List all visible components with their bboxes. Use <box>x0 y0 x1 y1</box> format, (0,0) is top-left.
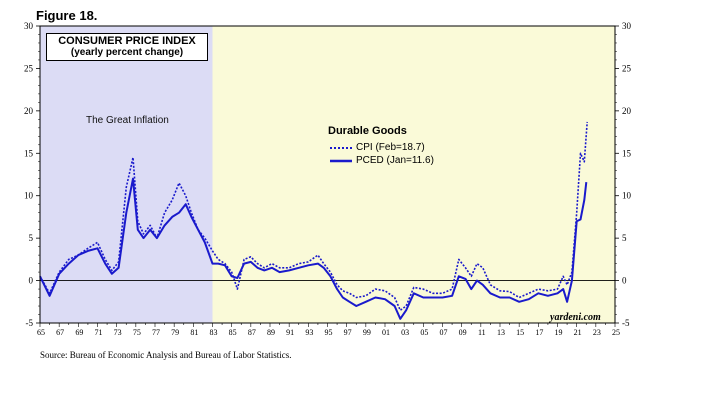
y-tick-label-left: 20 <box>24 106 34 116</box>
x-tick-label: 17 <box>535 328 543 337</box>
x-tick-label: 13 <box>497 328 505 337</box>
x-tick-label: 81 <box>190 328 198 337</box>
figure-label: Figure 18. <box>36 8 98 23</box>
y-tick-label-right: 20 <box>622 106 632 116</box>
chart-subtitle: (yearly percent change) <box>70 47 184 58</box>
y-tick-label-left: 25 <box>24 63 34 73</box>
y-tick-label-left: 15 <box>24 148 34 158</box>
chart-title-box: CONSUMER PRICE INDEX (yearly percent cha… <box>46 33 208 61</box>
x-tick-label: 79 <box>171 328 179 337</box>
x-tick-label: 69 <box>75 328 83 337</box>
legend-item-pced: PCED (Jan=11.6) <box>330 155 434 166</box>
x-tick-label: 25 <box>612 328 620 337</box>
x-tick-label: 83 <box>210 328 218 337</box>
x-tick-label: 19 <box>555 328 563 337</box>
x-tick-label: 91 <box>286 328 294 337</box>
legend-swatch-cpi <box>330 146 352 149</box>
legend-title: Durable Goods <box>328 125 407 137</box>
x-tick-label: 09 <box>459 328 467 337</box>
legend-item-cpi: CPI (Feb=18.7) <box>330 142 425 153</box>
x-tick-label: 11 <box>478 328 486 337</box>
x-tick-label: 87 <box>248 328 256 337</box>
x-tick-label: 05 <box>420 328 428 337</box>
credit-label: yardeni.com <box>550 312 601 323</box>
x-tick-label: 15 <box>516 328 524 337</box>
shaded-region-1 <box>212 26 615 323</box>
shaded-region-0 <box>40 26 213 323</box>
source-note: Source: Bureau of Economic Analysis and … <box>40 350 292 360</box>
y-tick-label-left: -5 <box>26 318 34 328</box>
chart-series <box>39 121 588 320</box>
x-tick-label: 03 <box>401 328 409 337</box>
x-tick-label: 71 <box>95 328 103 337</box>
y-tick-label-left: 10 <box>24 191 34 201</box>
chart-title: CONSUMER PRICE INDEX <box>58 35 196 47</box>
y-tick-label-right: -5 <box>622 318 630 328</box>
y-tick-label-right: 30 <box>622 21 632 31</box>
x-tick-label: 01 <box>382 328 390 337</box>
x-tick-label: 97 <box>344 328 352 337</box>
great-inflation-annotation: The Great Inflation <box>86 115 169 126</box>
x-tick-label: 95 <box>325 328 333 337</box>
y-tick-label-right: 25 <box>622 63 632 73</box>
x-tick-label: 67 <box>56 328 64 337</box>
x-tick-label: 75 <box>133 328 141 337</box>
legend-swatch-pced <box>330 159 352 162</box>
y-tick-label-right: 10 <box>622 191 632 201</box>
x-tick-label: 89 <box>267 328 275 337</box>
x-tick-label: 21 <box>574 328 582 337</box>
y-tick-label-left: 30 <box>24 21 34 31</box>
legend-label-cpi: CPI (Feb=18.7) <box>356 142 425 153</box>
y-tick-label-right: 0 <box>622 276 627 286</box>
x-tick-label: 65 <box>37 328 45 337</box>
x-tick-label: 73 <box>114 328 122 337</box>
x-tick-label: 93 <box>305 328 313 337</box>
x-tick-label: 99 <box>363 328 371 337</box>
x-tick-label: 07 <box>440 328 448 337</box>
series-line-1 <box>39 177 588 320</box>
y-tick-label-right: 15 <box>622 148 632 158</box>
y-tick-label-left: 0 <box>29 276 34 286</box>
chart-background <box>40 26 615 323</box>
x-tick-label: 23 <box>593 328 601 337</box>
legend-label-pced: PCED (Jan=11.6) <box>356 155 434 166</box>
y-tick-label-right: 5 <box>622 233 627 243</box>
x-tick-label: 85 <box>229 328 237 337</box>
x-tick-label: 77 <box>152 328 160 337</box>
y-tick-label-left: 5 <box>29 233 34 243</box>
